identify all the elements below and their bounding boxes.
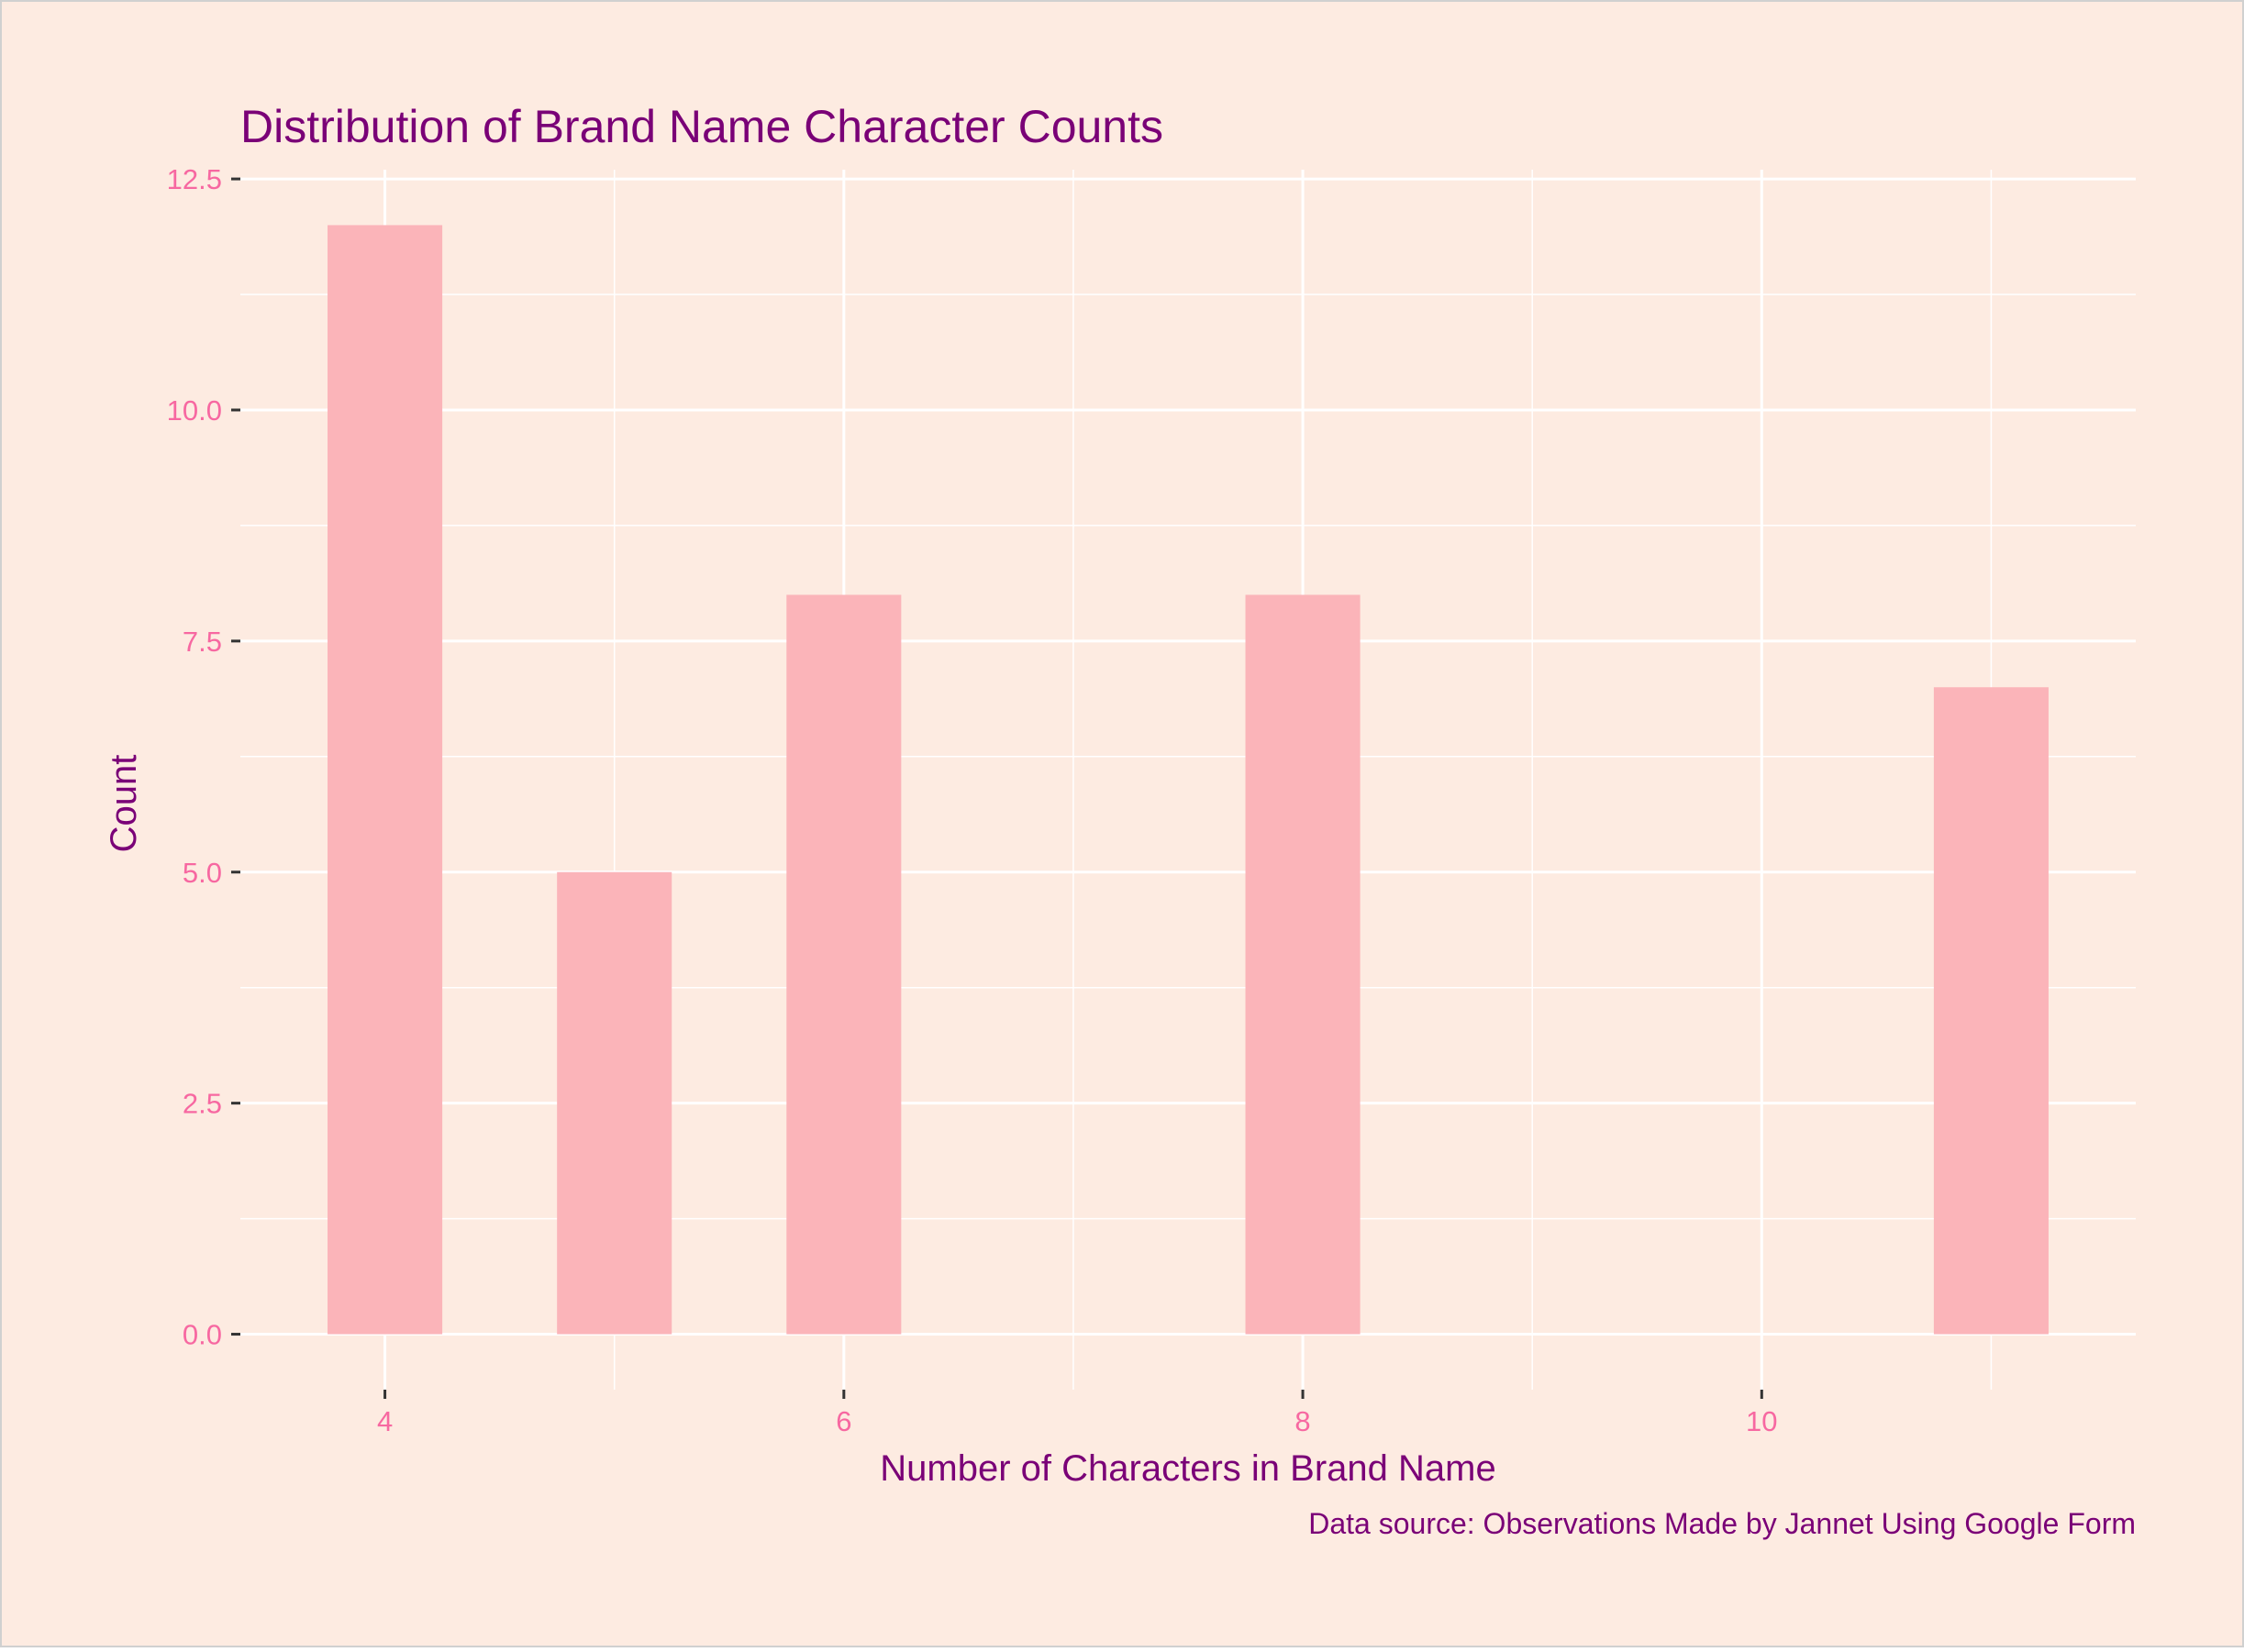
x-axis-label: Number of Characters in Brand Name: [880, 1448, 1495, 1489]
x-tick-label: 6: [836, 1405, 851, 1437]
y-tick-label: 7.5: [183, 626, 222, 658]
bar-x-6: [786, 594, 902, 1335]
y-axis: 0.0 2.5 5.0 7.5 10.0 12.5: [167, 163, 240, 1351]
x-tick-label: 10: [1746, 1405, 1777, 1437]
y-tick-label: 10.0: [167, 394, 222, 427]
chart-title: Distribution of Brand Name Character Cou…: [240, 101, 1163, 152]
y-tick-label: 5.0: [183, 857, 222, 889]
x-tick-label: 4: [377, 1405, 393, 1437]
x-axis: 4 6 8 10: [377, 1390, 1778, 1437]
bar-x-4: [328, 225, 443, 1335]
y-axis-label: Count: [104, 755, 144, 853]
y-tick-label: 0.0: [183, 1319, 222, 1351]
bars: [328, 225, 2049, 1335]
bar-x-5: [557, 871, 672, 1335]
x-tick-label: 8: [1294, 1405, 1310, 1437]
bar-x-8: [1245, 594, 1361, 1335]
data-source-caption: Data source: Observations Made by Jannet…: [1308, 1507, 2136, 1540]
bar-x-11: [1933, 687, 2049, 1335]
y-tick-label: 12.5: [167, 163, 222, 195]
y-tick-label: 2.5: [183, 1088, 222, 1120]
